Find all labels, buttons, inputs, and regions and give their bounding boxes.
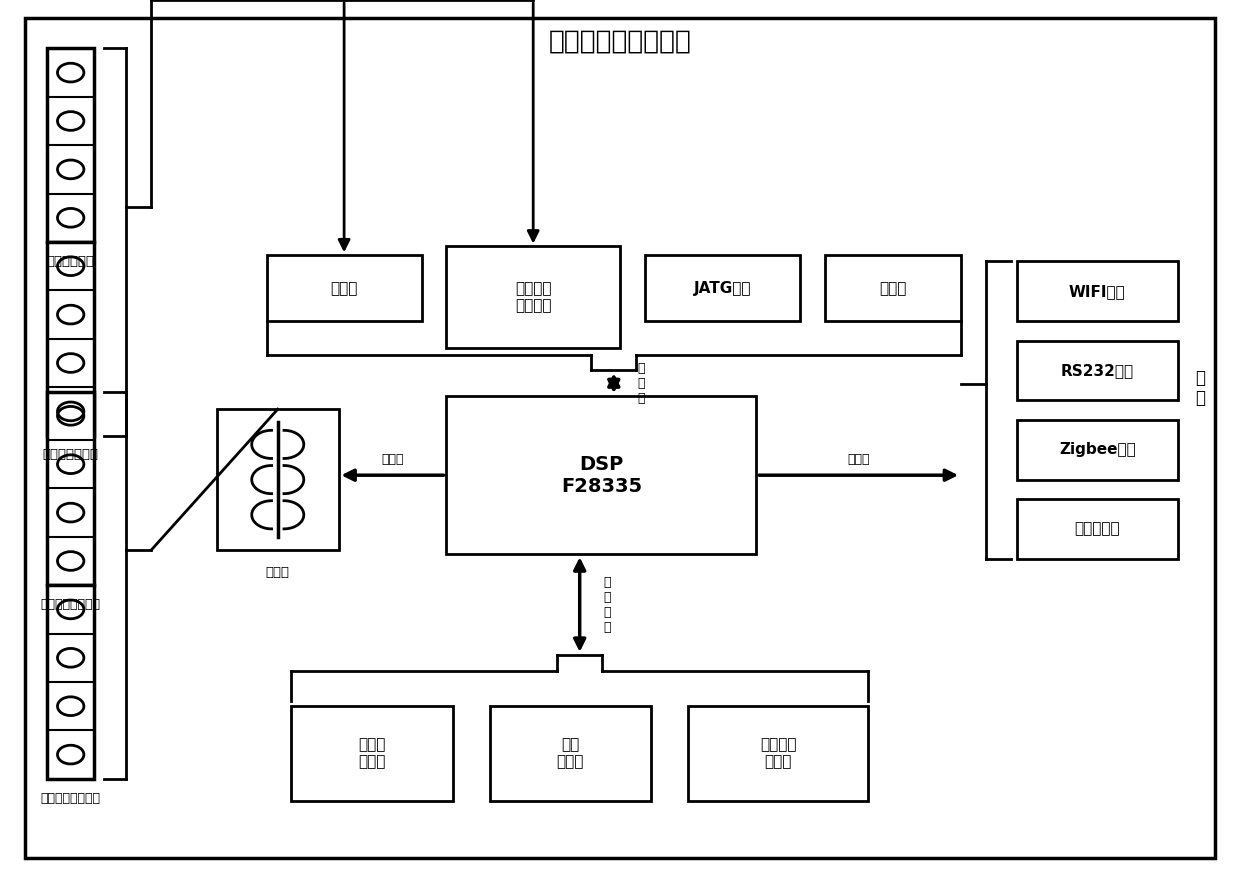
Bar — [446, 396, 756, 554]
Bar — [47, 585, 94, 779]
Bar — [1017, 420, 1178, 480]
Text: 智能复合开关控制板: 智能复合开关控制板 — [548, 28, 692, 55]
Text: 故障状态
指示灯: 故障状态 指示灯 — [760, 737, 796, 769]
Text: 三相四线母线: 三相四线母线 — [47, 255, 94, 268]
Bar — [47, 48, 94, 242]
Text: 电能质量
监测芯片: 电能质量 监测芯片 — [515, 281, 552, 313]
Text: 以太网通信: 以太网通信 — [1075, 521, 1120, 537]
Text: RS232通信: RS232通信 — [1061, 363, 1133, 378]
Bar — [825, 255, 961, 321]
Text: 互感器: 互感器 — [330, 281, 358, 296]
Bar — [267, 255, 422, 321]
Text: 隔离器: 隔离器 — [265, 566, 290, 578]
Text: 分组投切控制端子: 分组投切控制端子 — [41, 792, 100, 804]
Text: DSP
F28335: DSP F28335 — [560, 455, 642, 495]
Text: 模
块: 模 块 — [1195, 369, 1205, 407]
Text: 整体投切控制端子: 整体投切控制端子 — [41, 598, 100, 611]
Bar — [645, 255, 800, 321]
Bar — [291, 706, 453, 801]
Text: 数
据
线: 数 据 线 — [637, 362, 645, 405]
Bar — [217, 409, 339, 550]
Bar — [1017, 499, 1178, 559]
Text: 通信线: 通信线 — [847, 453, 870, 466]
Text: 存储器: 存储器 — [879, 281, 906, 296]
Text: 交
互
接
口: 交 互 接 口 — [603, 576, 611, 634]
Text: Zigbee通信: Zigbee通信 — [1059, 442, 1136, 458]
Bar — [688, 706, 868, 801]
Bar — [1017, 341, 1178, 400]
Bar — [1017, 261, 1178, 321]
Text: 互感器输入接口: 互感器输入接口 — [42, 449, 99, 461]
Bar — [446, 246, 620, 348]
Text: JATG接口: JATG接口 — [693, 281, 751, 296]
Bar — [490, 706, 651, 801]
Text: 控制线: 控制线 — [381, 453, 404, 466]
Text: 手动投
切开关: 手动投 切开关 — [358, 737, 386, 769]
Bar — [47, 242, 94, 436]
Text: 组态
触摸屏: 组态 触摸屏 — [557, 737, 584, 769]
Bar — [47, 392, 94, 585]
Text: WIFI通信: WIFI通信 — [1069, 283, 1126, 299]
